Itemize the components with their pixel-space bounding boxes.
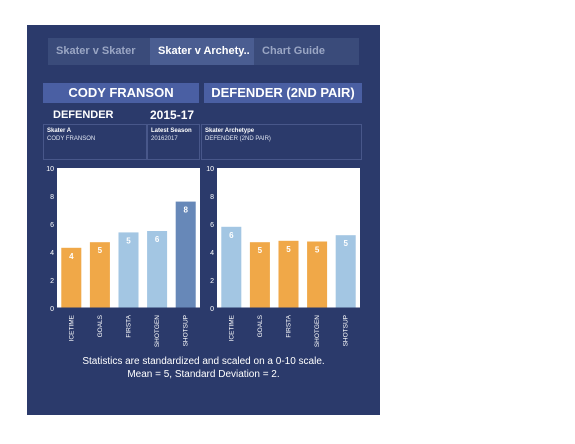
tab-skater-v-skater[interactable]: Skater v Skater — [56, 45, 136, 57]
x-tick-label: ICETIME — [228, 314, 235, 341]
skater-a-label: Skater A — [47, 128, 72, 134]
x-tick-label: SHOTGEN — [314, 315, 321, 347]
archetype-bar-chart: 0 2 4 6 8 10 6 ICETIME 5 GOALS 5 FIRSTA 5 SHOTGEN 5 SHO… — [206, 166, 360, 347]
bar-value-label: 5 — [258, 246, 263, 255]
x-tick-label: SHOTSUP — [343, 315, 350, 346]
latest-season-box: Latest Season 20162017 — [147, 124, 200, 160]
skater-position: DEFENDER — [53, 109, 114, 121]
skater-a-value: CODY FRANSON — [47, 136, 96, 142]
bar-value-label: 6 — [229, 231, 234, 240]
x-tick-label: GOALS — [257, 314, 264, 337]
skater-header: CODY FRANSON — [43, 83, 199, 103]
bar-value-label: 8 — [183, 206, 188, 215]
bar-value-label: 6 — [155, 235, 160, 244]
y-tick-label: 8 — [50, 194, 54, 201]
bar — [61, 247, 82, 308]
bar — [307, 241, 328, 308]
bar — [89, 242, 110, 308]
skater-a-box: Skater A CODY FRANSON — [43, 124, 147, 160]
archetype-header: DEFENDER (2ND PAIR) — [204, 83, 362, 103]
bar-value-label: 4 — [69, 252, 74, 261]
bar — [118, 232, 139, 308]
y-tick-label: 10 — [206, 166, 214, 173]
y-tick-label: 10 — [46, 166, 54, 173]
bar-value-label: 5 — [286, 245, 291, 254]
skater-bar-chart: 0 2 4 6 8 10 4 ICETIME 5 GOALS 5 FIRSTA 6 SHOTGEN 8 SHO… — [46, 166, 200, 347]
y-tick-label: 6 — [210, 222, 214, 229]
y-tick-label: 4 — [50, 250, 54, 257]
footnote-line-1: Statistics are standardized and scaled o… — [82, 356, 325, 367]
y-tick-label: 6 — [50, 222, 54, 229]
x-tick-label: FIRSTA — [126, 314, 133, 337]
latest-season-label: Latest Season — [151, 128, 192, 134]
x-tick-label: FIRSTA — [286, 314, 293, 337]
skater-archetype-label: Skater Archetype — [205, 128, 255, 134]
latest-season-value: 20162017 — [151, 136, 178, 142]
bar-value-label: 5 — [315, 246, 320, 255]
bar-value-label: 5 — [343, 239, 348, 248]
tab-chart-guide[interactable]: Chart Guide — [262, 45, 325, 57]
y-tick-label: 2 — [210, 278, 214, 285]
tab-bar: Skater v Skater Skater v Archety.. Chart… — [48, 38, 359, 65]
y-tick-label: 8 — [210, 194, 214, 201]
season-range: 2015-17 — [150, 108, 195, 122]
x-tick-label: GOALS — [97, 314, 104, 337]
y-tick-label: 2 — [50, 278, 54, 285]
y-tick-label: 4 — [210, 250, 214, 257]
bar — [249, 242, 270, 308]
y-tick-label: 0 — [50, 306, 54, 313]
bar-value-label: 5 — [98, 246, 103, 255]
footnote: Statistics are standardized and scaled o… — [27, 355, 380, 381]
skater-archetype-box: Skater Archetype DEFENDER (2ND PAIR) — [201, 124, 362, 160]
tab-skater-v-archetype[interactable]: Skater v Archety.. — [150, 38, 254, 65]
y-tick-label: 0 — [210, 306, 214, 313]
x-tick-label: SHOTGEN — [154, 315, 161, 347]
footnote-line-2: Mean = 5, Standard Deviation = 2. — [127, 369, 280, 380]
bar — [221, 226, 242, 308]
x-tick-label: SHOTSUP — [183, 315, 190, 346]
skater-archetype-value: DEFENDER (2ND PAIR) — [205, 136, 271, 142]
x-tick-label: ICETIME — [68, 314, 75, 341]
bar — [335, 235, 356, 308]
bar — [278, 240, 299, 308]
bar-value-label: 5 — [126, 236, 131, 245]
bar — [175, 201, 196, 308]
bar — [147, 231, 168, 308]
